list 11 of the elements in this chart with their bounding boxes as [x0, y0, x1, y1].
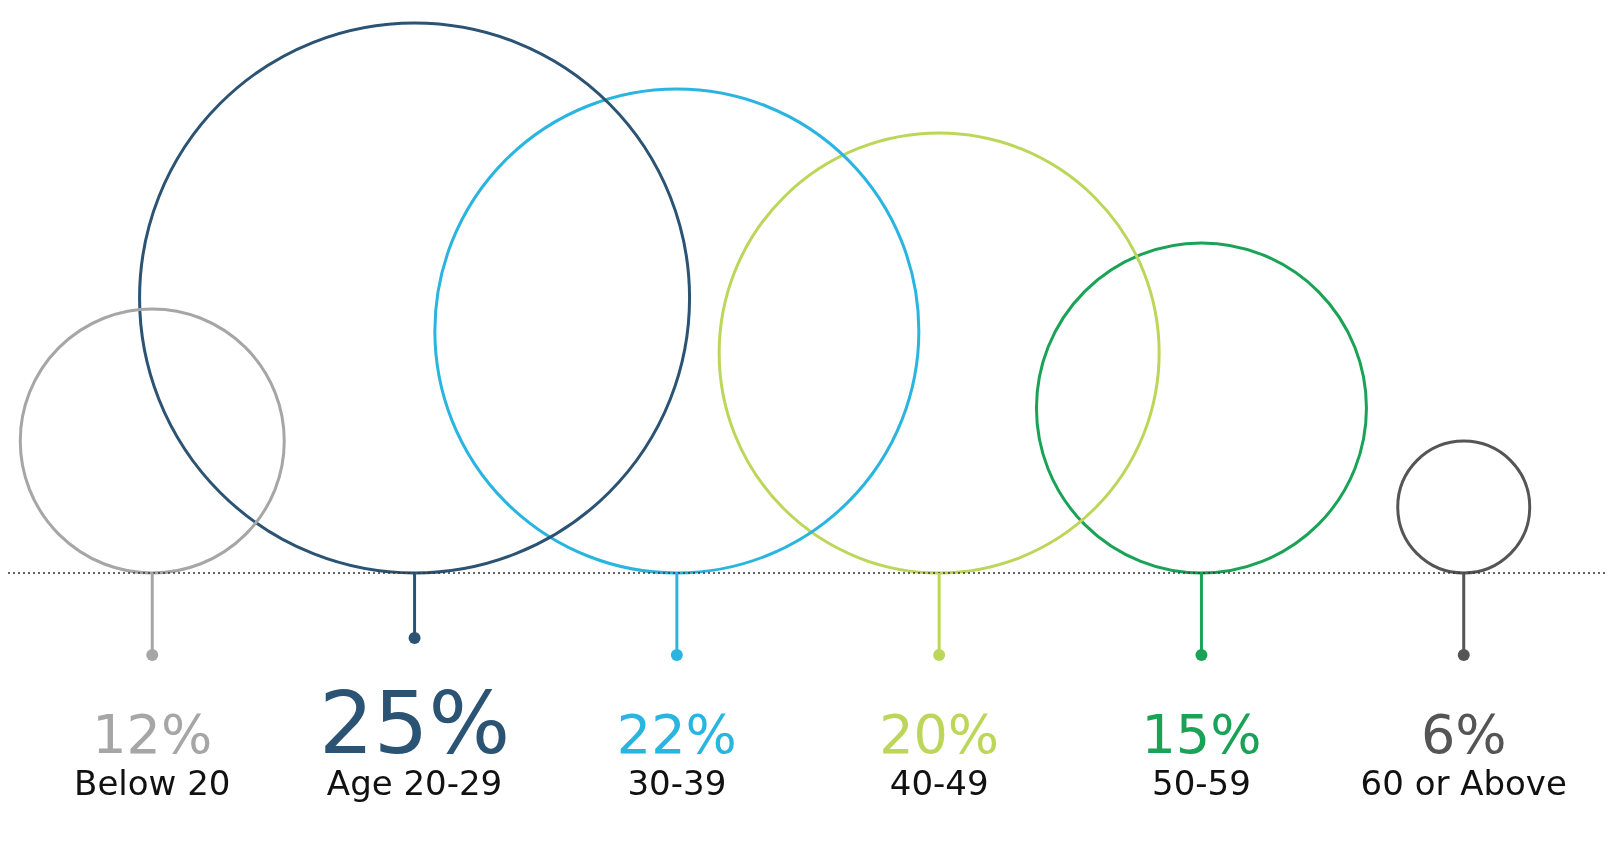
category-label: 40-49	[889, 763, 989, 803]
category-label: 60 or Above	[1360, 763, 1567, 803]
category-label: 50-59	[1152, 763, 1251, 803]
data-label: 20%	[879, 703, 1000, 766]
category-label: Age 20-29	[326, 763, 503, 803]
data-label: 15%	[1141, 703, 1262, 766]
data-label: 12%	[92, 703, 213, 766]
category-label: Below 20	[74, 763, 231, 803]
data-label: 22%	[616, 703, 737, 766]
category-label: 30-39	[627, 763, 727, 803]
data-label: 6%	[1420, 703, 1507, 766]
